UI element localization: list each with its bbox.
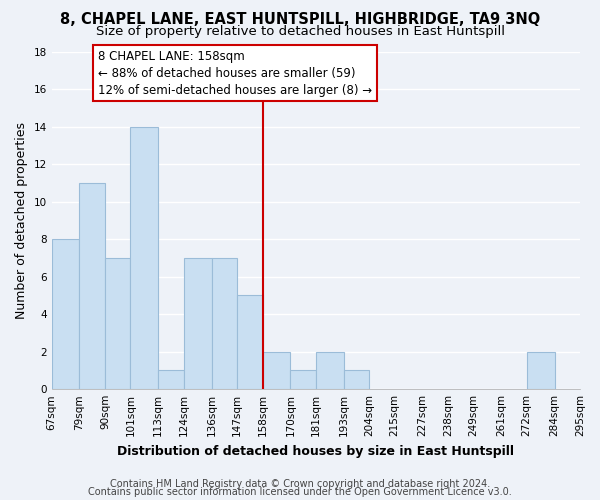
Bar (184, 258, 212, 389)
Bar (344, 370, 369, 389)
Y-axis label: Number of detached properties: Number of detached properties (15, 122, 28, 319)
Text: 8 CHAPEL LANE: 158sqm
← 88% of detached houses are smaller (59)
12% of semi-deta: 8 CHAPEL LANE: 158sqm ← 88% of detached … (98, 50, 372, 96)
Bar (52, 239, 79, 389)
Bar (105, 258, 130, 389)
Bar (237, 296, 263, 389)
Bar (290, 370, 316, 389)
Bar (130, 126, 158, 389)
Bar (212, 258, 237, 389)
Bar (263, 352, 290, 389)
Text: Size of property relative to detached houses in East Huntspill: Size of property relative to detached ho… (95, 25, 505, 38)
Bar (316, 352, 344, 389)
Bar (527, 352, 554, 389)
X-axis label: Distribution of detached houses by size in East Huntspill: Distribution of detached houses by size … (118, 444, 514, 458)
Text: Contains public sector information licensed under the Open Government Licence v3: Contains public sector information licen… (88, 487, 512, 497)
Text: 8, CHAPEL LANE, EAST HUNTSPILL, HIGHBRIDGE, TA9 3NQ: 8, CHAPEL LANE, EAST HUNTSPILL, HIGHBRID… (60, 12, 540, 28)
Bar (158, 370, 184, 389)
Text: Contains HM Land Registry data © Crown copyright and database right 2024.: Contains HM Land Registry data © Crown c… (110, 479, 490, 489)
Bar (79, 183, 105, 389)
